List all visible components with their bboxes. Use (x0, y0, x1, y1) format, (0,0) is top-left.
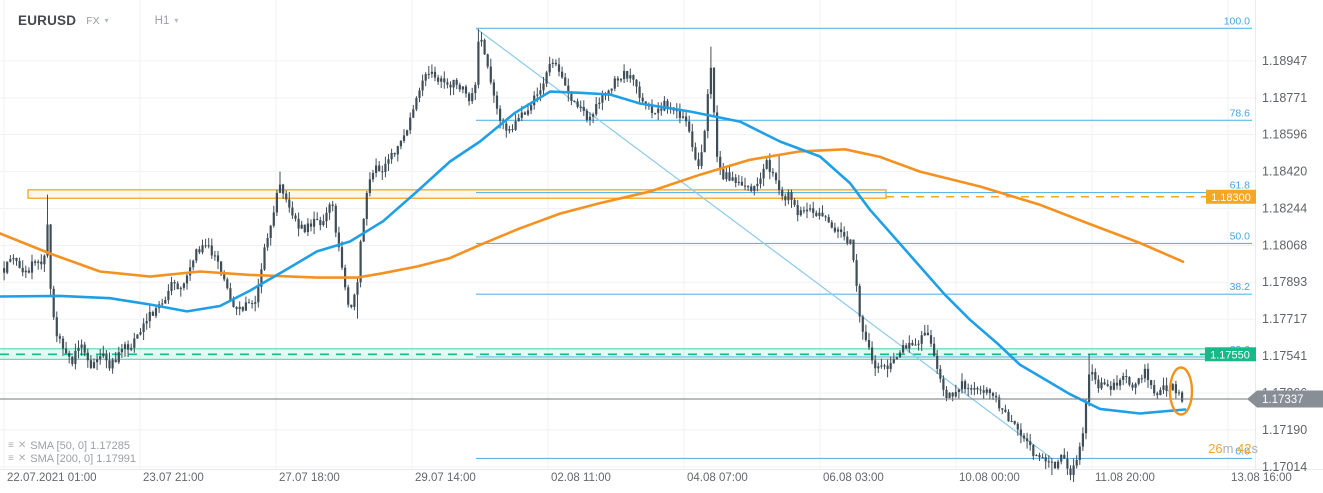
chart-header: EURUSD FX ▾ H1 ▾ (18, 13, 178, 28)
chart-text: 1.18068 (1262, 238, 1307, 252)
chart-text: 10.08 00:00 (959, 472, 1020, 484)
chart-text: 78.6 (1230, 107, 1251, 119)
sma50-value: 1.17285 (90, 440, 130, 452)
chart-text: 1.17337 (1262, 394, 1304, 406)
current-price-tag (1247, 390, 1323, 408)
sma50-label: SMA [50, 0] (30, 440, 88, 452)
sma200-legend-row: ≡ ✕ SMA [200, 0] 1.17991 (8, 453, 136, 465)
chart-text: 1.18300 (1211, 192, 1251, 204)
indicator-legend: ≡ ✕ SMA [50, 0] 1.17285 ≡ ✕ SMA [200, 0]… (8, 440, 136, 466)
chart-text: 1.17550 (1210, 349, 1250, 361)
chart-text: 1.17190 (1262, 423, 1307, 437)
chart-text: 29.07 14:00 (415, 472, 476, 484)
chart-text: 1.18596 (1262, 128, 1307, 142)
chart-text: 23.07 21:00 (143, 472, 204, 484)
chart-text: 1.17541 (1262, 349, 1307, 363)
chart-text: 50.0 (1230, 230, 1251, 242)
chart-text: 06.08 03:00 (823, 472, 884, 484)
chevron-down-icon: ▾ (104, 16, 109, 25)
indicator-settings-icon[interactable]: ≡ (8, 453, 14, 464)
highlight-ellipse-annotation[interactable] (1168, 366, 1194, 416)
green-level-tag (1205, 347, 1256, 362)
sma50-legend-row: ≡ ✕ SMA [50, 0] 1.17285 (8, 440, 136, 452)
chart-text: 1.18244 (1262, 202, 1307, 216)
chevron-down-icon: ▾ (174, 16, 179, 25)
sma50-line[interactable] (0, 90, 1187, 415)
indicator-remove-icon[interactable]: ✕ (17, 440, 27, 451)
chart-text: 1.18420 (1262, 165, 1307, 179)
chart-text: 1.17893 (1262, 275, 1307, 289)
indicator-remove-icon[interactable]: ✕ (17, 453, 27, 464)
symbol-label: EURUSD (18, 13, 77, 28)
indicator-settings-icon[interactable]: ≡ (8, 440, 14, 451)
sma200-label: SMA [200, 0] (30, 453, 94, 465)
chart-text: 13.08 16:00 (1231, 472, 1292, 484)
chart-text: 38.2 (1230, 281, 1251, 293)
chart-text: 22.07.2021 01:00 (7, 472, 97, 484)
chart-text: 1.18771 (1262, 91, 1307, 105)
orange-level-tag (1206, 189, 1256, 204)
orange-zone-box[interactable] (27, 189, 887, 199)
chart-text: 1.18947 (1262, 54, 1307, 68)
chart-text: 04.08 07:00 (687, 472, 748, 484)
timeframe-dropdown[interactable]: H1 ▾ (154, 14, 179, 27)
candle-countdown-timer: 26m 42s (1208, 441, 1258, 456)
chart-text: 1.17014 (1262, 460, 1307, 474)
chart-text: 100.0 (1224, 15, 1250, 27)
chart-text: 27.07 18:00 (279, 472, 340, 484)
market-dropdown[interactable]: FX ▾ (86, 14, 109, 27)
chart-text: 1.17717 (1262, 312, 1307, 326)
chart-text: 0.0 (1235, 445, 1250, 457)
chart-text: 02.08 11:00 (551, 472, 611, 484)
chart-text: 11.08 20:00 (1095, 472, 1155, 484)
sma200-line[interactable] (0, 148, 1185, 279)
sma200-value: 1.17991 (96, 453, 137, 465)
chart-text: 61.8 (1230, 180, 1251, 192)
